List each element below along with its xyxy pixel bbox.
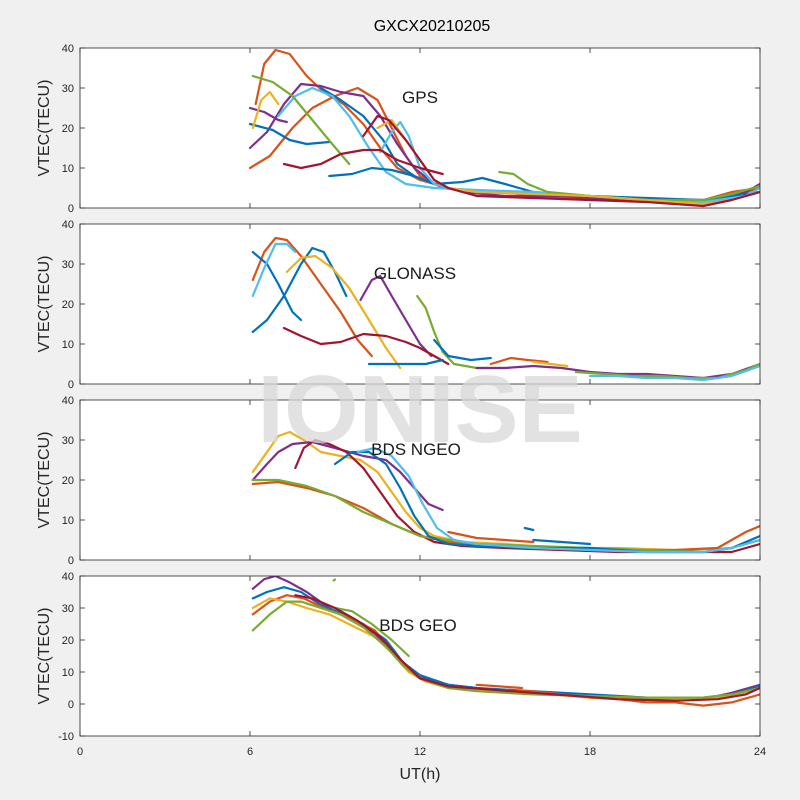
y-tick-label: 20: [62, 635, 74, 647]
y-axis-label: VTEC(TECU): [36, 432, 53, 529]
series-line: [356, 446, 760, 554]
y-tick-label: 10: [62, 515, 74, 527]
y-tick-label: 40: [62, 395, 74, 407]
series-line: [475, 683, 524, 690]
series-line: [251, 74, 351, 166]
y-tick-label: 10: [62, 667, 74, 679]
panel-gps: 0 10 20 30 40 VTEC(TECU) GPS: [36, 43, 761, 215]
series-line: [251, 250, 303, 322]
y-tick-label: 30: [62, 83, 74, 95]
plot-area: [80, 224, 760, 384]
plot-area: [80, 48, 760, 208]
series-line: [332, 578, 337, 582]
panel-annotation: GLONASS: [374, 264, 456, 283]
watermark: IONISE: [257, 356, 582, 463]
series-line: [367, 358, 444, 366]
x-tick-label: 6: [247, 746, 253, 758]
y-tick-label: 40: [62, 571, 74, 583]
series-line: [523, 526, 535, 532]
series-group: [248, 48, 760, 208]
series-line: [251, 90, 280, 130]
y-tick-label: 0: [68, 203, 74, 215]
panel-annotation: BDS NGEO: [371, 440, 461, 459]
series-group: [251, 236, 760, 382]
series-line: [359, 274, 433, 358]
series-group: [251, 430, 760, 554]
x-tick-label: 0: [77, 746, 83, 758]
series-line: [294, 594, 760, 702]
panels-group: 0 10 20 30 40 VTEC(TECU) GPS 0 10 20 30 40 VTEC(TECU…: [36, 43, 766, 758]
y-tick-label: 0: [68, 379, 74, 391]
panel-glonass: 0 10 20 30 40 VTEC(TECU) GLONASS: [36, 219, 761, 391]
series-line: [362, 114, 760, 208]
series-line: [379, 120, 464, 194]
y-tick-label: 20: [62, 299, 74, 311]
x-tick-label: 24: [754, 746, 766, 758]
series-line: [282, 148, 444, 176]
series-line: [282, 326, 450, 366]
panel-annotation: BDS GEO: [379, 616, 456, 635]
y-tick-label: 30: [62, 603, 74, 615]
series-line: [285, 254, 402, 370]
y-tick-label: 0: [68, 699, 74, 711]
x-tick-label: 18: [584, 746, 596, 758]
series-line: [251, 600, 760, 699]
series-line: [433, 338, 492, 362]
y-tick-label: 40: [62, 219, 74, 231]
series-line: [447, 530, 535, 544]
x-tick-label: 12: [414, 746, 426, 758]
series-line: [532, 360, 569, 368]
y-tick-label: 10: [62, 339, 74, 351]
y-tick-label: 30: [62, 435, 74, 447]
series-line: [532, 538, 592, 546]
y-axis-label: VTEC(TECU): [36, 256, 53, 353]
series-line: [248, 122, 331, 146]
y-tick-label: 20: [62, 475, 74, 487]
series-line: [328, 166, 416, 178]
panel-bds-ngeo: 0 10 20 30 40 VTEC(TECU) BDS NGEO: [36, 395, 761, 567]
plot-area: [80, 576, 760, 736]
y-tick-label: 20: [62, 123, 74, 135]
series-line: [588, 364, 760, 382]
y-tick-label: 0: [68, 555, 74, 567]
x-axis-label: UT(h): [400, 766, 441, 783]
series-line: [251, 236, 373, 358]
plot-area: [80, 400, 760, 560]
series-line: [251, 242, 297, 298]
y-tick-label: 10: [62, 163, 74, 175]
y-tick-label: 30: [62, 259, 74, 271]
series-line: [489, 356, 549, 366]
series-group: [251, 576, 760, 707]
series-line: [333, 606, 410, 658]
y-axis-label: VTEC(TECU): [36, 80, 53, 177]
y-axis-label: VTEC(TECU): [36, 608, 53, 705]
y-tick-label: -10: [58, 731, 74, 743]
figure-title: GXCX20210205: [374, 18, 491, 35]
panel-annotation: GPS: [402, 88, 438, 107]
y-tick-label: 40: [62, 43, 74, 55]
series-line: [248, 106, 288, 124]
